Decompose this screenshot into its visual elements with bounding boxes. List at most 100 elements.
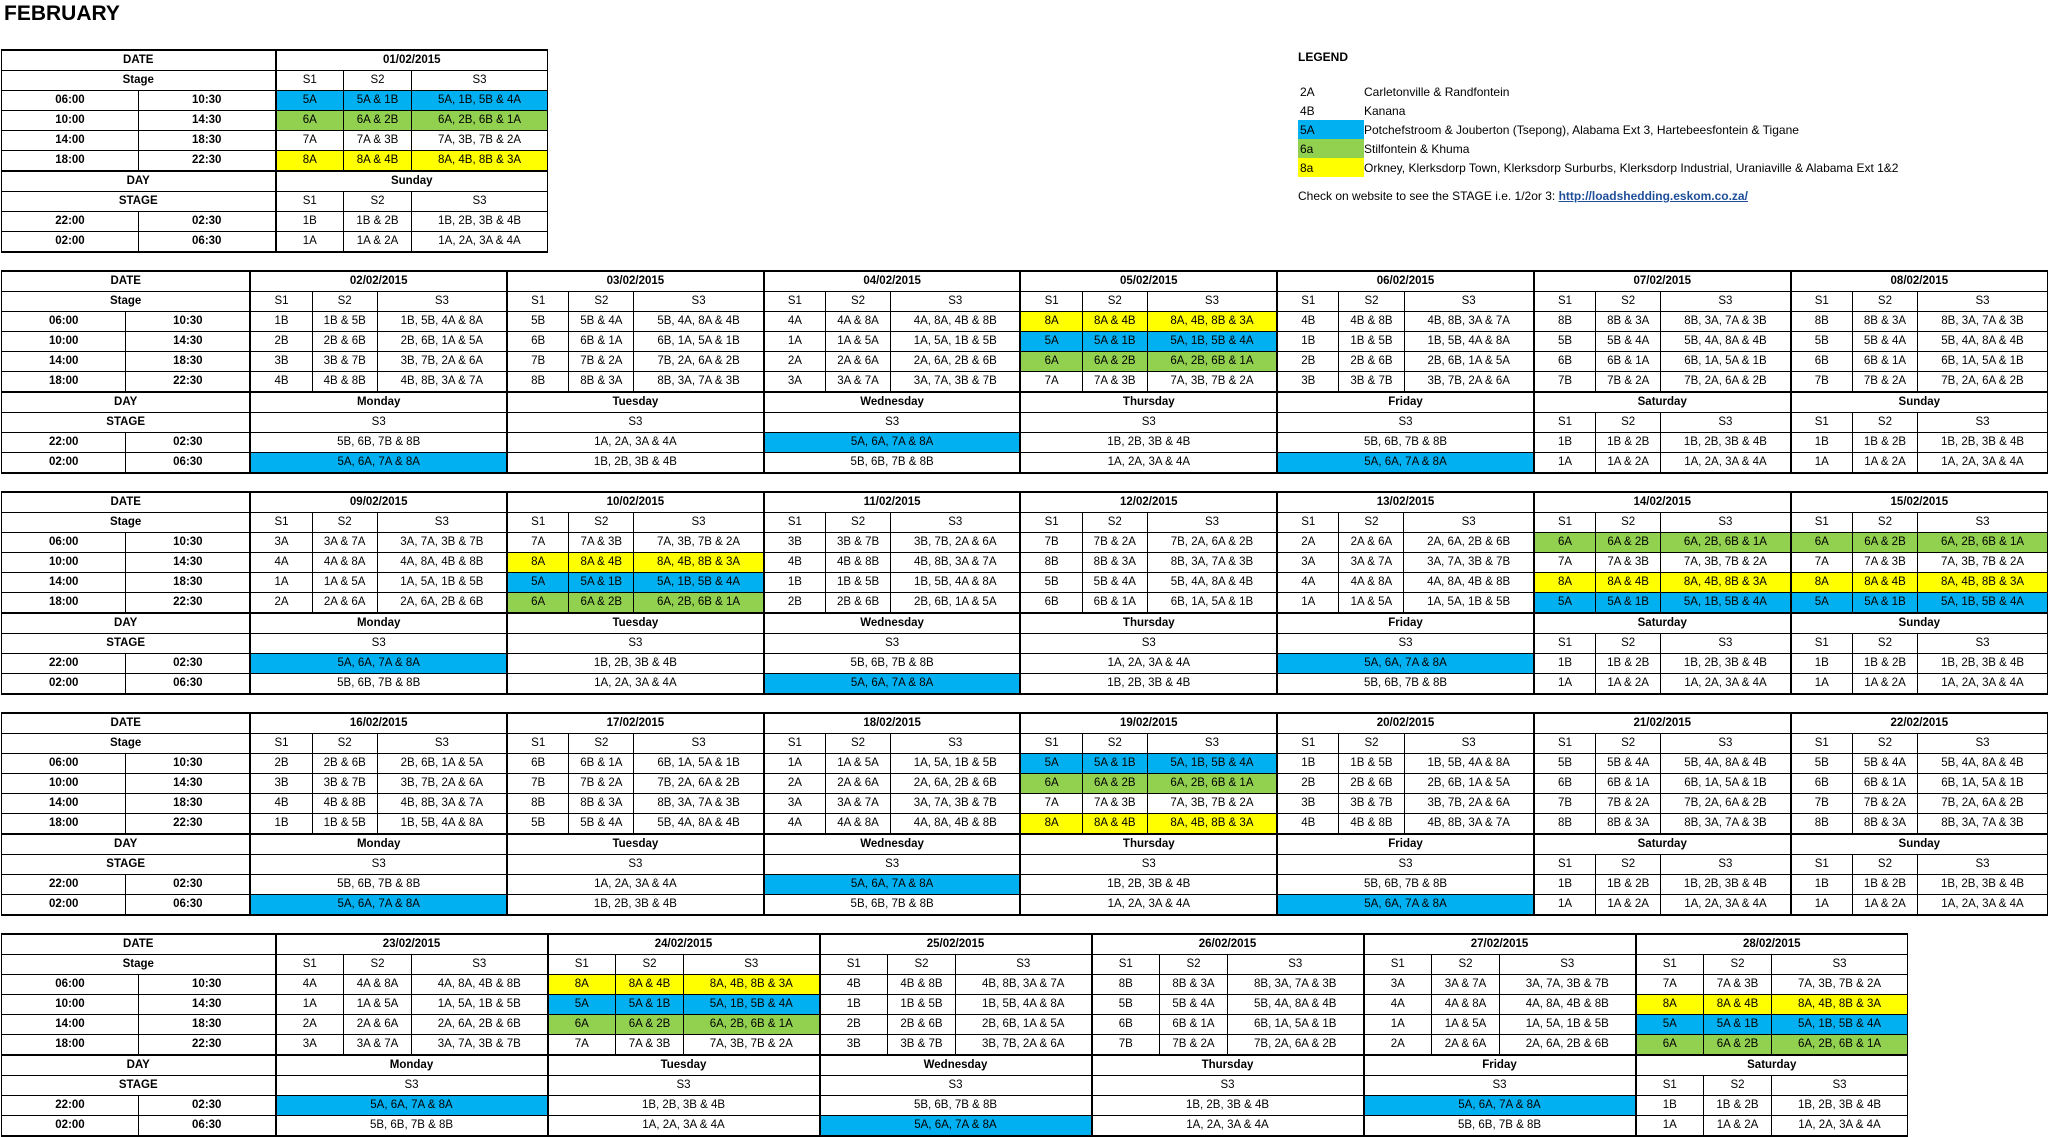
slot-cell: 1B bbox=[762, 572, 827, 593]
slot-start-time: 18:00 bbox=[0, 813, 127, 835]
slot-cell: 8A, 4B, 8B & 3A bbox=[633, 552, 765, 573]
slot-start-time: 10:00 bbox=[0, 331, 127, 352]
slot-cell: 8A & 4B bbox=[343, 150, 412, 172]
slot-cell: 7B, 2A, 6A & 2B bbox=[633, 351, 765, 372]
slot-cell: 1A, 5A, 1B & 5B bbox=[1499, 1014, 1636, 1035]
slot-cell: 6A bbox=[1019, 351, 1083, 372]
stage-s1-header: S1 bbox=[1532, 412, 1597, 433]
schedule-table: DATE 01/02/2015 Stage S1 S2 S3 06:00 10:30 5A 5A … bbox=[1, 49, 548, 253]
stage-s1-header: S1 bbox=[1019, 512, 1083, 533]
slot-cell: 1B & 5B bbox=[1338, 753, 1405, 774]
slot-cell: 4A bbox=[762, 813, 827, 835]
night-cell: 1B & 2B bbox=[1595, 432, 1662, 453]
slot-cell: 3A bbox=[762, 371, 827, 393]
slot-cell: 8A & 4B bbox=[1081, 813, 1148, 835]
slot-cell: 3A bbox=[762, 793, 827, 814]
slot-cell: 1A bbox=[249, 572, 313, 593]
night-cell: 1B bbox=[1789, 653, 1853, 674]
slot-cell: 4A, 8A, 4B & 8B bbox=[890, 813, 1021, 835]
night-s3-cell: 5B, 6B, 7B & 8B bbox=[1276, 874, 1535, 895]
stage-s3-header: S3 bbox=[506, 412, 765, 433]
slot-cell: 1B bbox=[1276, 331, 1340, 352]
stage-s3-header: S3 bbox=[633, 733, 765, 754]
stage-s3-header: S3 bbox=[411, 70, 548, 91]
loadshedding-link[interactable]: http://loadshedding.eskom.co.za/ bbox=[1558, 189, 1748, 203]
night-cell: 1A & 2A bbox=[1703, 1115, 1772, 1137]
night-s3-cell: 1A, 2A, 3A & 4A bbox=[506, 874, 765, 895]
slot-cell: 8A bbox=[506, 552, 570, 573]
slot-cell: 5A, 1B, 5B & 4A bbox=[1771, 1014, 1908, 1035]
slot-cell: 5B, 4A, 8A & 4B bbox=[633, 813, 765, 835]
stage-s3-header: S3 bbox=[1019, 633, 1278, 654]
stage-s2-header: S2 bbox=[1338, 733, 1405, 754]
stage-s3-header: S3 bbox=[506, 633, 765, 654]
night-s3-cell: 1A, 2A, 3A & 4A bbox=[1019, 894, 1278, 916]
slot-cell: 6A bbox=[1634, 1034, 1704, 1056]
slot-start-time: 18:00 bbox=[0, 371, 127, 393]
slot-cell: 5B, 4A, 8A & 4B bbox=[633, 311, 765, 332]
date-cell: 24/02/2015 bbox=[546, 933, 820, 955]
slot-cell: 4A, 8A, 4B & 8B bbox=[411, 974, 548, 995]
slot-cell: 5A bbox=[546, 994, 616, 1015]
stage-s1-header: S1 bbox=[1532, 291, 1597, 312]
slot-cell: 3B & 7B bbox=[1338, 371, 1405, 393]
stage-s3-header: S3 bbox=[1276, 854, 1535, 875]
night-end-time: 06:30 bbox=[138, 1115, 276, 1137]
night-s3-cell: 5B, 6B, 7B & 8B bbox=[1362, 1115, 1636, 1137]
night-s3-cell: 5B, 6B, 7B & 8B bbox=[762, 452, 1021, 474]
slot-cell: 2A, 6A, 2B & 6B bbox=[1403, 532, 1535, 553]
night-cell: 1A bbox=[274, 231, 344, 253]
stage-s3-header: S3 bbox=[1362, 1075, 1636, 1096]
day-name: Friday bbox=[1276, 391, 1535, 413]
stage-s2-header: S2 bbox=[1081, 733, 1148, 754]
slot-cell: 1A, 5A, 1B & 5B bbox=[890, 331, 1021, 352]
stage-s2-header: S2 bbox=[1851, 854, 1919, 875]
slot-cell: 5B bbox=[1789, 331, 1853, 352]
stage-s1-header: S1 bbox=[762, 512, 827, 533]
night-cell: 1B, 2B, 3B & 4B bbox=[1660, 874, 1792, 895]
day-name: Wednesday bbox=[762, 833, 1021, 855]
slot-cell: 5B bbox=[506, 813, 570, 835]
stage-s3-header: S3 bbox=[1917, 291, 2048, 312]
slot-cell: 2A & 6A bbox=[1431, 1034, 1500, 1056]
slot-cell: 7B, 2A, 6A & 2B bbox=[1917, 793, 2048, 814]
night-s3-cell: 1B, 2B, 3B & 4B bbox=[506, 894, 765, 916]
slot-cell: 8A bbox=[1019, 813, 1083, 835]
slot-cell: 5A & 1B bbox=[615, 994, 684, 1015]
slot-cell: 7A bbox=[1019, 793, 1083, 814]
slot-cell: 5B, 4A, 8A & 4B bbox=[1660, 753, 1792, 774]
slot-cell: 2A bbox=[249, 592, 313, 614]
date-cell: 10/02/2015 bbox=[506, 491, 765, 513]
slot-cell: 6B bbox=[506, 331, 570, 352]
stage-s3-header: S3 bbox=[1090, 1075, 1364, 1096]
slot-cell: 4B, 8B, 3A & 7A bbox=[890, 552, 1021, 573]
stage-s3-header: S3 bbox=[1660, 512, 1792, 533]
stage-s1-header: S1 bbox=[1634, 1075, 1704, 1096]
stage-s3-header: S3 bbox=[683, 954, 820, 975]
day-header: DAY bbox=[1, 833, 251, 855]
slot-cell: 7A bbox=[1532, 552, 1597, 573]
slot-cell: 4B bbox=[249, 793, 313, 814]
legend-code: 5A bbox=[1298, 120, 1364, 139]
slot-cell: 8B bbox=[1019, 552, 1083, 573]
night-s3-cell: 5A, 6A, 7A & 8A bbox=[1276, 894, 1535, 916]
slot-cell: 3B bbox=[818, 1034, 888, 1056]
stage-s3-header: S3 bbox=[762, 854, 1021, 875]
slot-cell: 3A, 7A, 3B & 7B bbox=[890, 793, 1021, 814]
day-name: Saturday bbox=[1634, 1054, 1908, 1076]
slot-cell: 6A, 2B, 6B & 1A bbox=[683, 1014, 820, 1035]
slot-cell: 6B, 1A, 5A & 1B bbox=[633, 753, 765, 774]
slot-cell: 8B, 3A, 7A & 3B bbox=[1917, 813, 2048, 835]
slot-cell: 8B bbox=[1532, 813, 1597, 835]
slot-cell: 2A & 6A bbox=[311, 592, 378, 614]
slot-cell: 1B bbox=[818, 994, 888, 1015]
night-start-time: 22:00 bbox=[1, 211, 139, 232]
slot-cell: 1A & 5A bbox=[343, 994, 412, 1015]
slot-end-time: 18:30 bbox=[125, 572, 251, 593]
stage-s3-header: S3 bbox=[1276, 412, 1535, 433]
night-end-time: 02:30 bbox=[138, 1095, 276, 1116]
night-end-time: 02:30 bbox=[125, 432, 251, 453]
slot-cell: 5B bbox=[506, 311, 570, 332]
night-s3-cell: 1B, 2B, 3B & 4B bbox=[506, 452, 765, 474]
legend: LEGEND 2A Carletonville & Randfontein 4B Ka… bbox=[1298, 50, 1904, 203]
